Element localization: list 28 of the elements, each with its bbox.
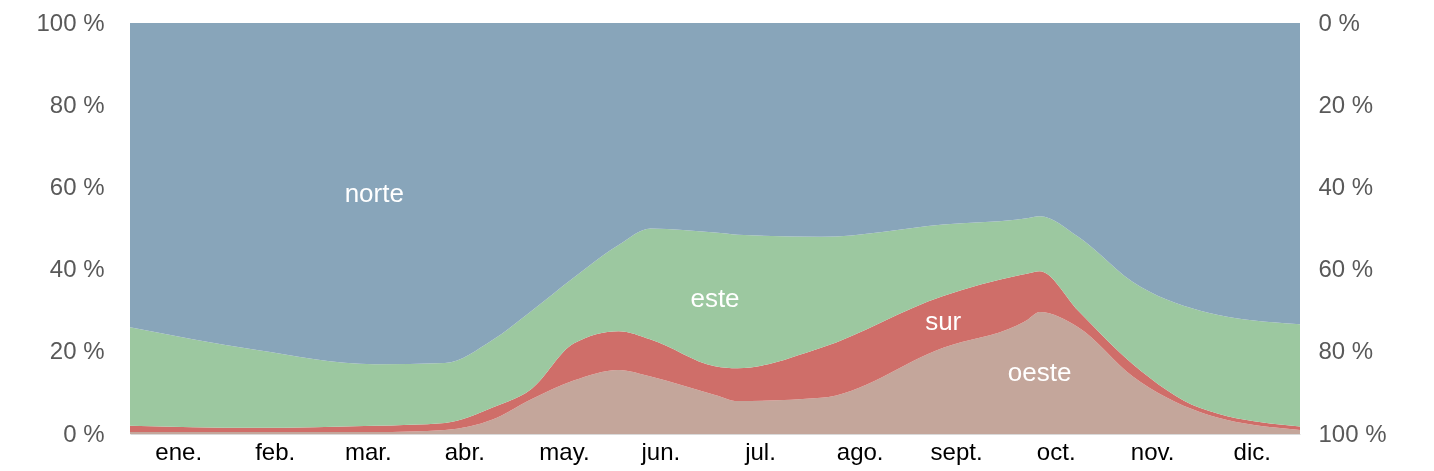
y2-tick-label: 40 % [1318,172,1374,200]
x-tick-label: jul. [744,437,776,465]
x-tick-label: ene. [155,437,203,465]
y2-tick-label: 20 % [1318,90,1374,118]
x-tick-label: nov. [1130,437,1175,465]
y-tick-label: 80 % [49,90,105,118]
series-label: este [690,283,740,314]
y-tick-label: 0 % [63,419,105,447]
y-tick-label: 20 % [49,337,105,365]
y-tick-label: 100 % [36,8,105,36]
x-tick-label: ago. [836,437,884,465]
x-tick-label: mar. [345,437,392,465]
x-tick-label: jun. [640,437,681,465]
series-label: sur [925,305,962,336]
y2-tick-label: 60 % [1318,255,1374,283]
y-tick-label: 60 % [49,172,105,200]
x-tick-label: abr. [444,437,485,465]
x-tick-label: oct. [1036,437,1076,465]
y-tick-label: 40 % [49,255,105,283]
x-tick-label: sept. [930,437,983,465]
x-tick-label: feb. [255,437,296,465]
y2-tick-label: 100 % [1318,419,1387,447]
y2-tick-label: 80 % [1318,337,1374,365]
series-label: oeste [1007,356,1072,387]
x-tick-label: dic. [1233,437,1271,465]
x-tick-label: may. [539,437,590,465]
series-label: norte [344,177,404,208]
y2-tick-label: 0 % [1318,8,1360,36]
